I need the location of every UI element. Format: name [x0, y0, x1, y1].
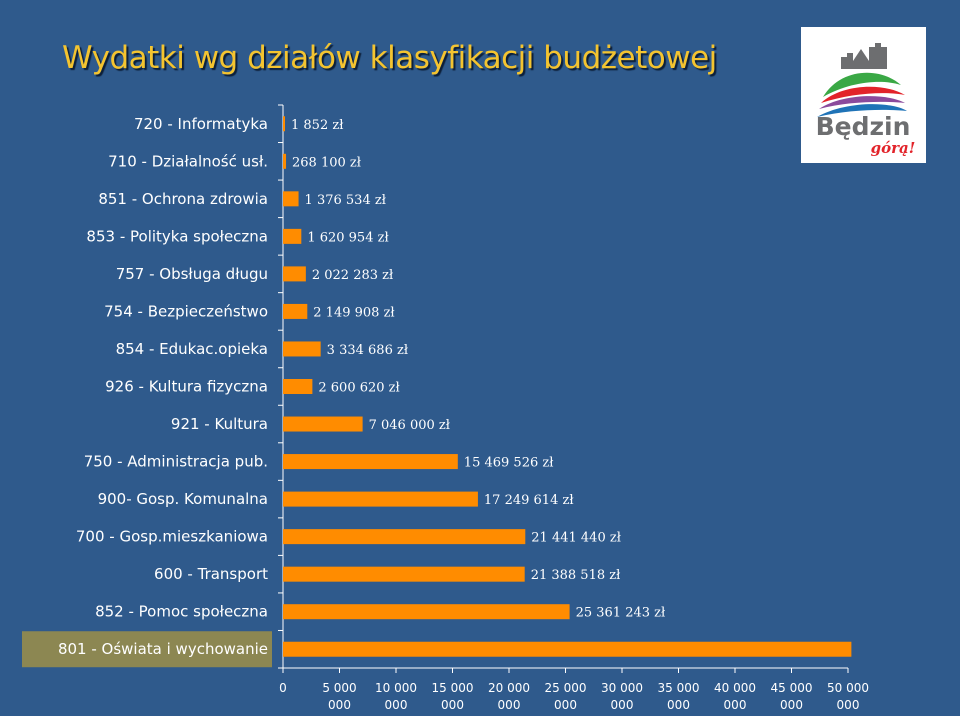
x-tick-label: 35 000 [658, 681, 700, 695]
category-label: 700 - Gosp.mieszkaniowa [76, 528, 268, 546]
x-tick-label: 000 [385, 698, 408, 712]
data-label: 21 388 518 zł [531, 568, 621, 583]
x-tick-label: 000 [328, 698, 351, 712]
x-tick-label: 30 000 [601, 681, 643, 695]
data-label: 2 600 620 zł [318, 381, 400, 396]
data-label: 1 852 zł [291, 118, 344, 133]
x-tick-label: 000 [667, 698, 690, 712]
blue-swoosh [817, 104, 907, 117]
green-swoosh [823, 72, 901, 97]
bar [283, 303, 308, 319]
category-label: 801 - Oświata i wychowanie [58, 640, 268, 658]
category-label: 900- Gosp. Komunalna [98, 490, 268, 508]
data-label: 3 334 686 zł [327, 343, 409, 358]
bar [283, 191, 299, 207]
data-label: 25 361 243 zł [576, 606, 666, 621]
x-tick-label: 50 000 [827, 681, 869, 695]
category-label: 853 - Polityka społeczna [86, 227, 268, 245]
category-label: 710 - Działalność usł. [108, 152, 268, 170]
highlight-label-bg [22, 631, 272, 668]
x-tick-label: 40 000 [714, 681, 756, 695]
x-tick-label: 000 [724, 698, 747, 712]
data-label: 7 046 000 zł [369, 418, 451, 433]
highlight-label-box [22, 631, 272, 668]
bedzin-logo: Będzin górą! [801, 27, 926, 163]
x-tick-label: 000 [441, 698, 464, 712]
x-tick-label: 20 000 [488, 681, 530, 695]
data-label: 2 022 283 zł [312, 268, 394, 283]
data-label: 15 469 526 zł [464, 456, 554, 471]
data-label: 2 149 908 zł [313, 305, 395, 320]
category-label: 852 - Pomoc społeczna [95, 603, 268, 621]
x-tick-label: 000 [837, 698, 860, 712]
x-tick-label: 000 [611, 698, 634, 712]
x-tick-label: 0 [279, 681, 287, 695]
value-labels: 1 852 zł 268 100 zł 1 376 534 zł 1 620 954 … [291, 118, 666, 621]
category-label: 851 - Ochrona zdrowia [98, 190, 268, 208]
bar [283, 604, 570, 620]
category-label: 926 - Kultura fizyczna [105, 378, 268, 396]
logo-text: Będzin [816, 112, 911, 141]
category-label: 720 - Informatyka [134, 115, 268, 133]
data-label: 21 441 440 zł [531, 531, 621, 546]
x-tick-label: 45 000 [771, 681, 813, 695]
bar [283, 529, 526, 545]
bar [283, 379, 313, 394]
x-tick-label: 000 [780, 698, 803, 712]
x-tick-label: 5 000 [322, 681, 356, 695]
category-label: 854 - Edukac.opieka [116, 340, 268, 358]
bar [283, 266, 306, 282]
category-labels: 720 - Informatyka 710 - Działalność usł. 8… [58, 115, 268, 658]
x-tick-label: 25 000 [545, 681, 587, 695]
x-tick-label: 10 000 [375, 681, 417, 695]
red-swoosh [821, 86, 905, 103]
logo-tagline: górą! [871, 139, 916, 157]
category-label: 921 - Kultura [171, 415, 268, 433]
bar [283, 153, 287, 169]
category-label: 750 - Administracja pub. [84, 453, 268, 471]
bar [283, 228, 302, 244]
bar [283, 566, 525, 582]
data-label: 268 100 zł [292, 155, 362, 170]
castle-shape [841, 43, 887, 69]
x-tick-label: 15 000 [432, 681, 474, 695]
bar [283, 491, 478, 507]
bar [283, 641, 852, 657]
category-label: 757 - Obsługa długu [116, 265, 268, 283]
purple-swoosh [819, 96, 905, 109]
bar [283, 416, 363, 432]
bars [283, 116, 852, 657]
data-label: 1 376 534 zł [305, 193, 387, 208]
bar [283, 341, 321, 357]
x-tick-labels: 0 5 000 000 10 000 000 15 000 000 20 000 000 25 0… [279, 681, 869, 712]
category-label: 754 - Bezpieczeństwo [104, 302, 268, 320]
data-label: 1 620 954 zł [307, 230, 389, 245]
chart-title: Wydatki wg działów klasyfikacji budżetow… [62, 40, 717, 76]
category-label: 600 - Transport [154, 565, 268, 583]
bar [283, 454, 458, 470]
x-tick-label: 000 [498, 698, 521, 712]
bar [283, 116, 285, 132]
x-tick-label: 000 [554, 698, 577, 712]
data-label: 17 249 614 zł [484, 493, 574, 508]
